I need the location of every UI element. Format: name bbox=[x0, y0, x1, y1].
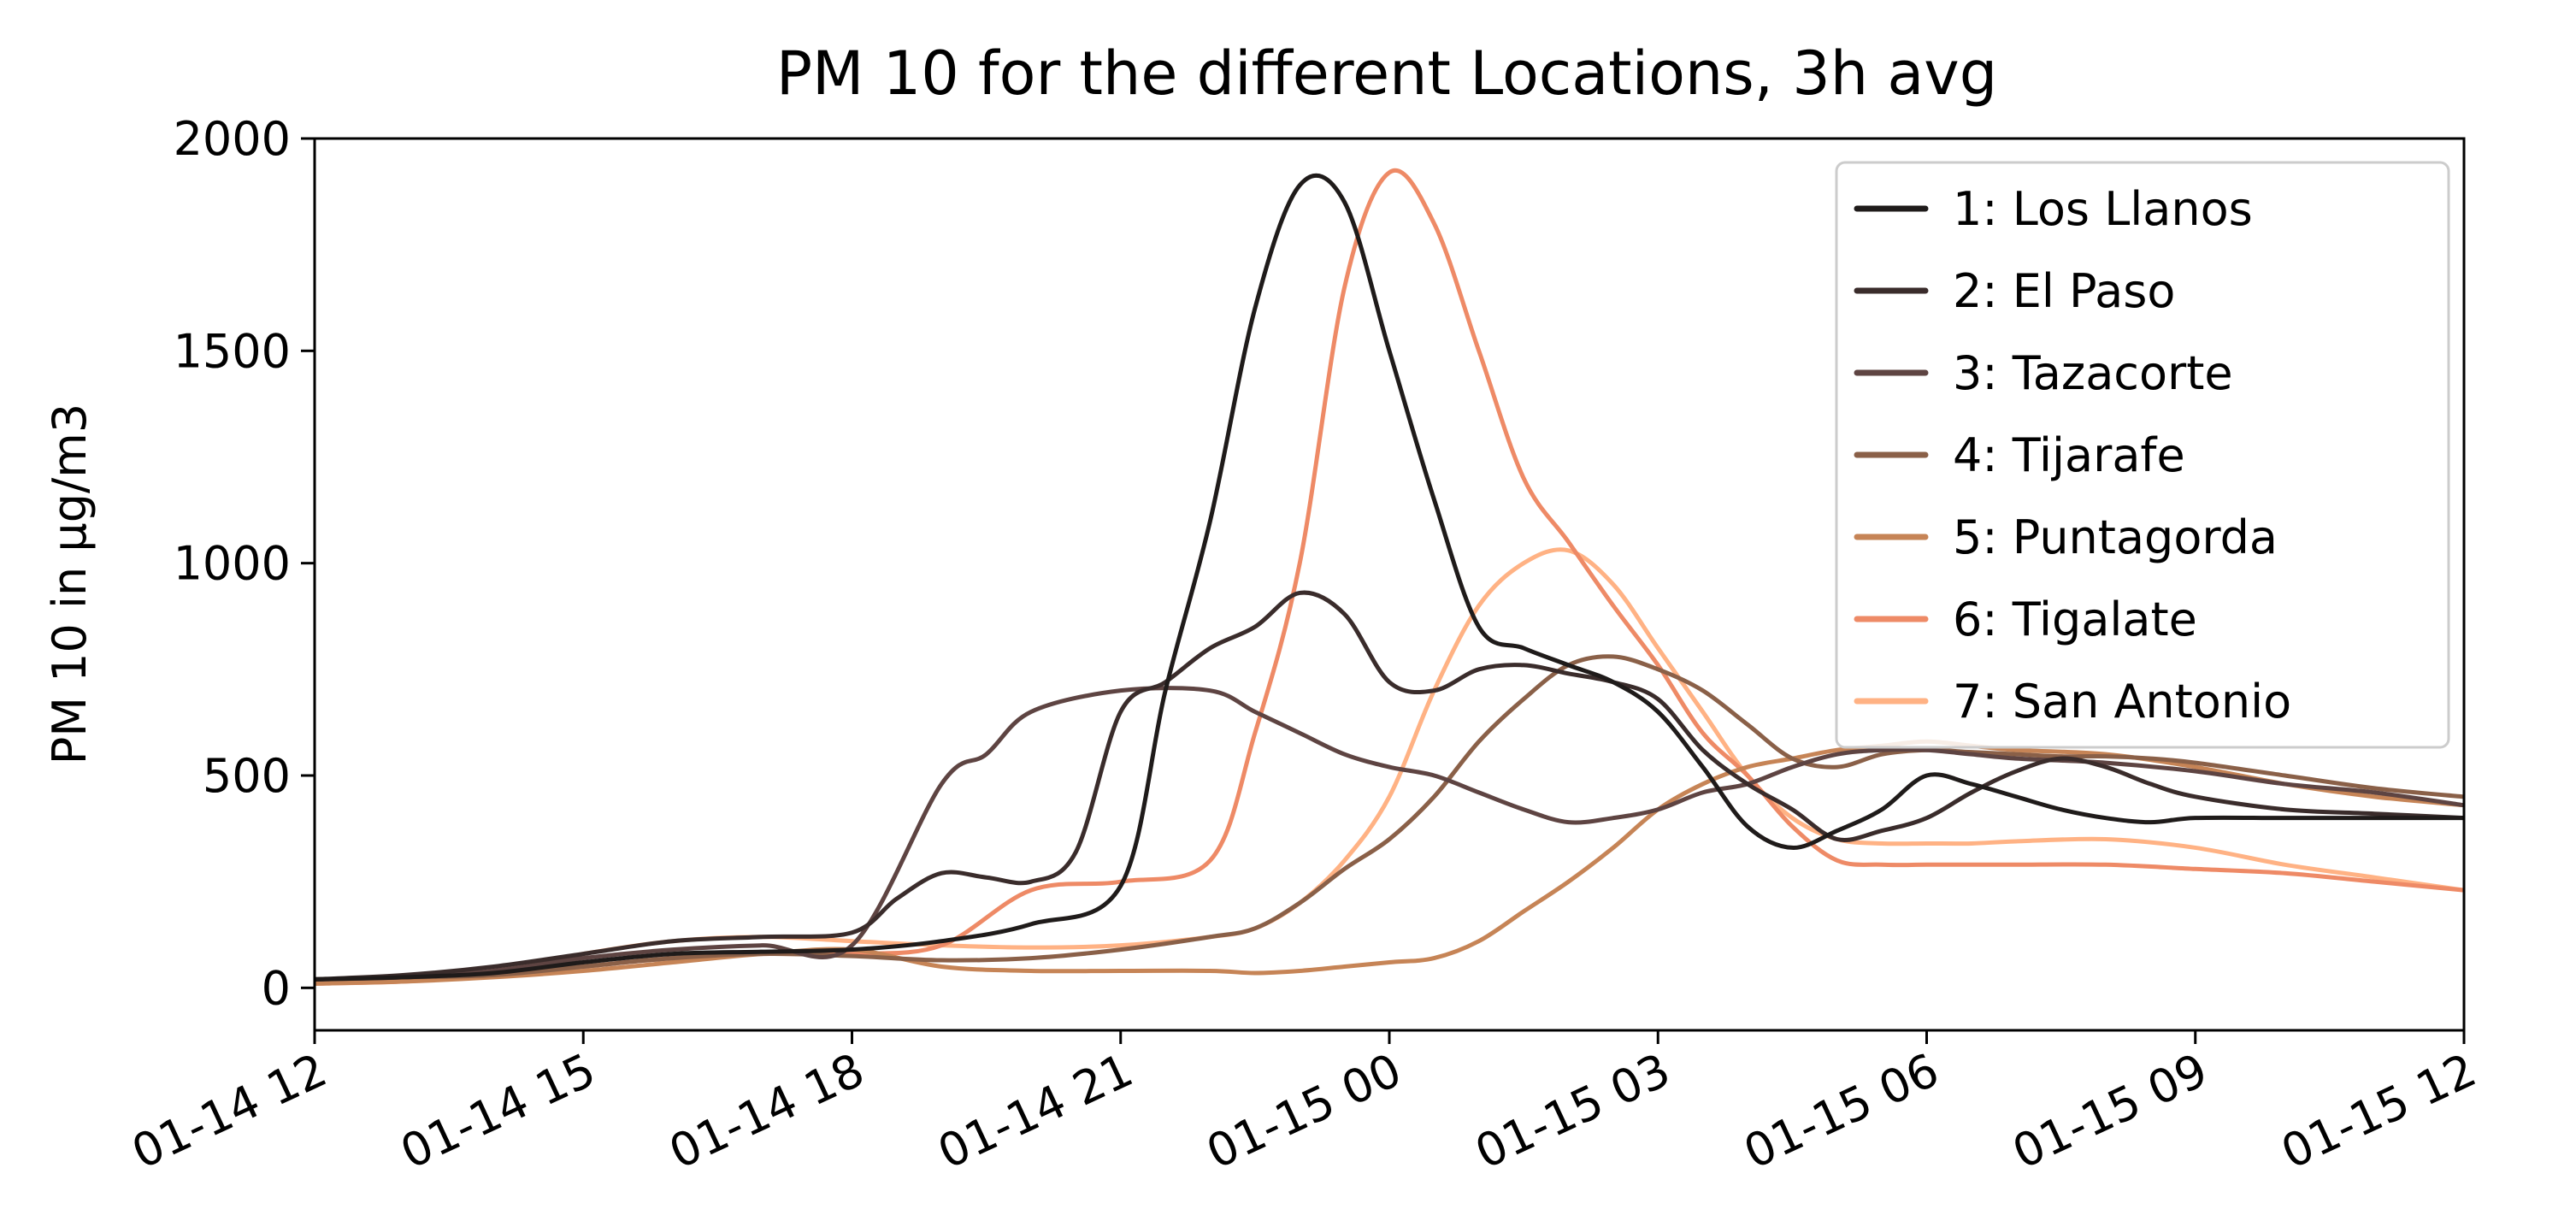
legend-box bbox=[1835, 161, 2450, 749]
series-line bbox=[315, 654, 2464, 982]
x-tick-label: 01-15 06 bbox=[1736, 1043, 1947, 1180]
x-tick-label: 01-15 09 bbox=[2005, 1043, 2216, 1180]
x-tick-label: 01-14 18 bbox=[661, 1043, 872, 1180]
y-axis: 0 500 1000 1500 2000 bbox=[174, 112, 315, 1015]
legend-label: 4: Tijarafe bbox=[1953, 428, 2185, 482]
y-tick-label: 1500 bbox=[174, 324, 291, 378]
x-tick-label: 01-15 03 bbox=[1467, 1043, 1678, 1180]
legend-label: 7: San Antonio bbox=[1953, 675, 2291, 728]
series-line bbox=[315, 686, 2464, 982]
series-line bbox=[315, 590, 2464, 982]
x-tick-label: 01-14 15 bbox=[392, 1043, 604, 1180]
y-tick-label: 0 bbox=[262, 961, 291, 1015]
y-tick-label: 500 bbox=[203, 749, 291, 803]
legend-label: 6: Tigalate bbox=[1953, 593, 2197, 646]
y-tick-label: 2000 bbox=[174, 112, 291, 166]
legend-label: 2: El Paso bbox=[1953, 264, 2175, 318]
y-tick-label: 1000 bbox=[174, 537, 291, 591]
series-lines bbox=[315, 168, 2464, 986]
series-line bbox=[315, 173, 2464, 982]
legend-label: 5: Puntagorda bbox=[1953, 510, 2278, 564]
x-axis: 01-14 12 01-14 15 01-14 18 01-14 21 01-15 00… bbox=[124, 1030, 2485, 1180]
legend-label: 1: Los Llanos bbox=[1953, 182, 2253, 236]
x-tick-label: 01-14 12 bbox=[124, 1043, 335, 1180]
y-axis-label: PM 10 in μg/m3 bbox=[43, 404, 97, 764]
x-tick-label: 01-14 21 bbox=[930, 1043, 1141, 1180]
x-tick-label: 01-15 00 bbox=[1199, 1043, 1410, 1180]
legend-label: 3: Tazacorte bbox=[1953, 346, 2233, 400]
x-tick-label: 01-15 12 bbox=[2273, 1043, 2485, 1180]
chart-title: PM 10 for the different Locations, 3h av… bbox=[776, 38, 1997, 109]
legend: 1: Los Llanos 2: El Paso 3: Tazacorte 4: Ti… bbox=[1835, 161, 2450, 749]
